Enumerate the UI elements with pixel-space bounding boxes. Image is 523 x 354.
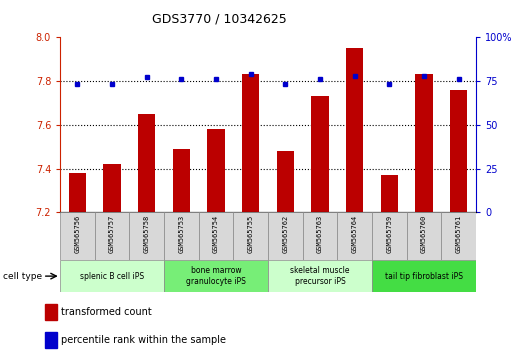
Bar xyxy=(138,114,155,212)
Bar xyxy=(199,212,233,260)
Bar xyxy=(277,151,294,212)
Bar xyxy=(450,90,467,212)
Bar xyxy=(45,332,57,348)
Text: GSM565756: GSM565756 xyxy=(74,214,81,252)
Bar xyxy=(69,173,86,212)
Text: cell type: cell type xyxy=(3,272,42,281)
Bar xyxy=(311,96,328,212)
Text: skeletal muscle
precursor iPS: skeletal muscle precursor iPS xyxy=(290,267,350,286)
Bar xyxy=(303,212,337,260)
Bar xyxy=(242,74,259,212)
Text: GSM565754: GSM565754 xyxy=(213,214,219,252)
Bar xyxy=(95,212,129,260)
Bar xyxy=(268,212,303,260)
Text: tail tip fibroblast iPS: tail tip fibroblast iPS xyxy=(385,272,463,281)
Text: splenic B cell iPS: splenic B cell iPS xyxy=(80,272,144,281)
Bar xyxy=(407,212,441,260)
Text: GSM565757: GSM565757 xyxy=(109,214,115,252)
Bar xyxy=(104,164,121,212)
Bar xyxy=(415,74,433,212)
Text: GSM565762: GSM565762 xyxy=(282,214,288,252)
Bar xyxy=(441,212,476,260)
Text: GSM565759: GSM565759 xyxy=(386,214,392,252)
Text: GSM565755: GSM565755 xyxy=(248,214,254,252)
Bar xyxy=(208,129,225,212)
Bar xyxy=(233,212,268,260)
Bar xyxy=(173,149,190,212)
Bar xyxy=(60,260,164,292)
Text: percentile rank within the sample: percentile rank within the sample xyxy=(62,335,226,345)
Bar xyxy=(164,260,268,292)
Bar xyxy=(60,212,95,260)
Bar xyxy=(337,212,372,260)
Text: GSM565764: GSM565764 xyxy=(351,214,358,252)
Text: GSM565760: GSM565760 xyxy=(421,214,427,252)
Text: GSM565753: GSM565753 xyxy=(178,214,185,252)
Bar xyxy=(164,212,199,260)
Text: GSM565758: GSM565758 xyxy=(144,214,150,252)
Text: bone marrow
granulocyte iPS: bone marrow granulocyte iPS xyxy=(186,267,246,286)
Bar xyxy=(45,304,57,320)
Text: GSM565761: GSM565761 xyxy=(456,214,462,252)
Bar xyxy=(129,212,164,260)
Bar xyxy=(381,175,398,212)
Text: GSM565763: GSM565763 xyxy=(317,214,323,252)
Bar xyxy=(346,48,363,212)
Text: transformed count: transformed count xyxy=(62,307,152,317)
Bar xyxy=(372,212,407,260)
Bar xyxy=(372,260,476,292)
Bar xyxy=(268,260,372,292)
Text: GDS3770 / 10342625: GDS3770 / 10342625 xyxy=(152,12,287,25)
